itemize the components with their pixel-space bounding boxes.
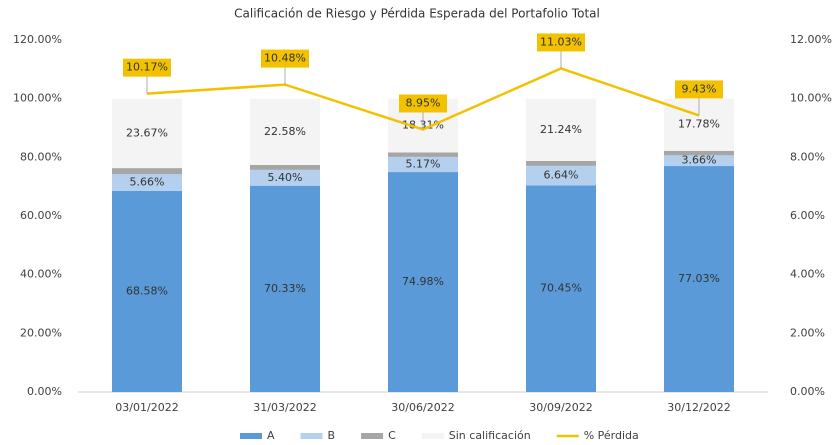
y2-tick-label: 8.00%: [790, 150, 825, 163]
bar-segment: [526, 185, 596, 392]
bar-segment: [526, 165, 596, 186]
y-tick-label: 60.00%: [20, 209, 62, 222]
x-tick-label: 30/12/2022: [667, 401, 730, 414]
data-label: 3.66%: [682, 154, 717, 167]
y2-tick-label: 6.00%: [790, 209, 825, 222]
data-label: 70.45%: [540, 282, 582, 295]
x-tick-label: 30/09/2022: [529, 401, 592, 414]
line-label: 11.03%: [540, 35, 582, 48]
y2-tick-label: 12.00%: [790, 33, 832, 46]
bar-segment: [112, 174, 182, 191]
legend-label: B: [328, 429, 336, 442]
chart-title: Calificación de Riesgo y Pérdida Esperad…: [234, 7, 600, 21]
bar-segment: [664, 155, 734, 167]
legend-swatch: [361, 433, 384, 439]
bar-segment: [388, 172, 458, 392]
x-tick-label: 03/01/2022: [115, 401, 178, 414]
data-label: 5.40%: [268, 171, 303, 184]
y-tick-label: 40.00%: [20, 268, 62, 281]
bar-segment: [664, 166, 734, 392]
y-tick-label: 120.00%: [13, 33, 62, 46]
data-label: 21.24%: [540, 123, 582, 136]
bar-segment: [250, 98, 320, 165]
y2-tick-label: 2.00%: [790, 326, 825, 339]
data-label: 68.58%: [126, 284, 168, 297]
legend-swatch: [240, 433, 262, 439]
data-label: 22.58%: [264, 125, 306, 138]
data-label: 23.67%: [126, 126, 168, 139]
y-tick-label: 80.00%: [20, 150, 62, 163]
y2-tick-label: 10.00%: [790, 92, 832, 105]
line-label: 10.17%: [126, 61, 168, 74]
bar-segment: [250, 185, 320, 392]
legend-label: C: [388, 429, 396, 442]
legend-label: A: [267, 429, 275, 442]
data-label: 70.33%: [264, 282, 306, 295]
label-box: [399, 94, 447, 113]
legend-label: Sin calificación: [449, 429, 531, 442]
line-label: 10.48%: [264, 52, 306, 65]
bar-segment: [664, 150, 734, 156]
x-tick-label: 30/06/2022: [391, 401, 454, 414]
y2-tick-label: 4.00%: [790, 268, 825, 281]
y-tick-label: 100.00%: [13, 92, 62, 105]
data-label: 17.78%: [678, 118, 720, 131]
y2-tick-label: 0.00%: [790, 385, 825, 398]
y-tick-label: 20.00%: [20, 326, 62, 339]
legend-label: % Pérdida: [584, 429, 639, 442]
data-label: 6.64%: [544, 169, 579, 182]
bar-segment: [526, 98, 596, 161]
legend-swatch: [300, 433, 323, 439]
bar-segment: [112, 98, 182, 169]
bar-segment: [250, 164, 320, 170]
line: [146, 67, 700, 131]
line-label: 8.95%: [406, 96, 441, 109]
line-label: 9.43%: [682, 82, 717, 95]
data-label: 74.98%: [402, 275, 444, 288]
bar-segment: [388, 156, 458, 173]
bar-segment: [388, 152, 458, 157]
label-box: [537, 33, 585, 52]
x-tick-label: 31/03/2022: [253, 401, 316, 414]
label-box: [261, 49, 309, 68]
label-box: [123, 58, 171, 77]
bar-segment: [112, 168, 182, 175]
label-box: [675, 80, 723, 99]
bar-segment: [250, 169, 320, 186]
y-tick-label: 0.00%: [27, 385, 62, 398]
data-label: 5.17%: [406, 157, 441, 170]
bar-segment: [526, 160, 596, 166]
data-label: 77.03%: [678, 272, 720, 285]
data-label: 5.66%: [130, 176, 165, 189]
legend-swatch: [421, 433, 444, 439]
bar-segment: [112, 190, 182, 392]
